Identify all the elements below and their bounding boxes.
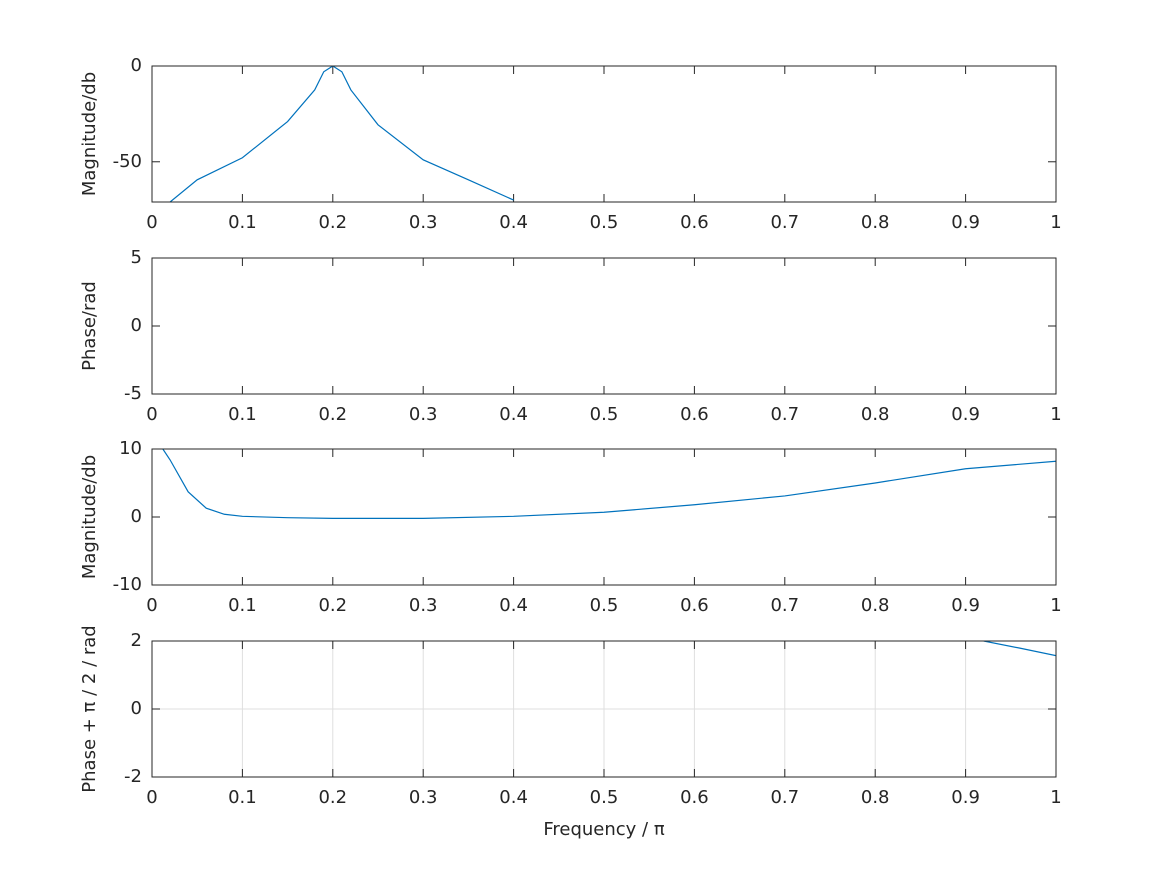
x-tick-label: 0.6 [680,595,709,616]
x-tick-label: 0.7 [770,787,799,808]
axes-frame [151,65,1057,203]
y-tick-label: 0 [131,315,142,336]
x-tick-label: 0.3 [409,595,438,616]
y-tick-label: 0 [131,55,142,76]
x-tick-label: 0.9 [951,404,980,425]
x-tick-label: 0 [146,595,157,616]
y-tick-label: -5 [124,383,142,404]
x-tick-label: 0.8 [861,787,890,808]
y-tick-label: 2 [131,630,142,651]
x-tick-label: 0.2 [318,404,347,425]
y-axis-label: Phase/rad [79,281,100,371]
x-tick-label: 0.1 [228,404,257,425]
x-tick-label: 0.4 [499,787,528,808]
axes-frame [151,257,1057,395]
x-tick-label: 1 [1050,787,1061,808]
x-tick-label: 0.9 [951,212,980,233]
x-tick-label: 0.1 [228,595,257,616]
y-tick-label: 10 [119,438,142,459]
x-tick-label: 0 [146,787,157,808]
subplot: 0 0.1 0.2 0.3 0.4 0.5 0.6 0.7 0.8 0.9 1 -50 0 Magnitu… [79,55,1062,233]
x-tick-label: 0.8 [861,404,890,425]
x-tick-label: 0.8 [861,212,890,233]
line [169,66,514,202]
x-tick-label: 0.5 [590,212,619,233]
x-tick-label: 1 [1050,404,1061,425]
y-tick-label: -2 [124,766,142,787]
y-tick-label: 0 [131,506,142,527]
x-tick-label: 0.3 [409,404,438,425]
y-tick-label: 5 [131,247,142,268]
x-tick-label: 0.2 [318,212,347,233]
subplot: 0 0.1 0.2 0.3 0.4 0.5 0.6 0.7 0.8 0.9 1-505Phase/r… [79,247,1062,425]
y-tick-label: -10 [113,574,142,595]
x-tick-label: 0.7 [770,404,799,425]
x-tick-label: 0 [146,404,157,425]
plot-area [152,258,1056,394]
x-tick-label: 0.5 [590,595,619,616]
x-tick-label: 0.3 [409,787,438,808]
x-tick-label: 0.4 [499,595,528,616]
y-axis-label: Magnitude/db [79,72,100,196]
subplot: 0 0.1 0.2 0.3 0.4 0.5 0.6 0.7 0.8 0.9 1-10010Magni… [79,438,1062,616]
x-tick-label: 0.6 [680,404,709,425]
y-axis-label: Magnitude/db [79,455,100,579]
x-tick-label: 0.8 [861,595,890,616]
line [162,449,1056,519]
x-tick-label: 0.7 [770,212,799,233]
y-tick-label: 0 [131,698,142,719]
x-tick-label: 0.2 [318,595,347,616]
x-tick-label: 0.4 [499,212,528,233]
x-tick-label: 0.3 [409,212,438,233]
x-tick-label: 0.2 [318,787,347,808]
axes-frame [151,640,1057,778]
x-tick-label: 0.6 [680,787,709,808]
x-tick-label: 1 [1050,595,1061,616]
axes-frame [151,448,1057,586]
y-tick-label: -50 [113,151,142,172]
x-axis-label: Frequency / π [543,819,664,840]
x-tick-label: 0.6 [680,212,709,233]
x-tick-label: 0 [146,212,157,233]
x-tick-label: 0.9 [951,787,980,808]
y-axis-label: Phase + π / 2 / rad [79,625,100,792]
plot-area [152,66,1056,202]
x-tick-label: 0.1 [228,787,257,808]
x-tick-label: 0.7 [770,595,799,616]
line [983,641,1056,657]
x-tick-label: 0.5 [590,787,619,808]
x-tick-label: 0.4 [499,404,528,425]
x-tick-label: 0.1 [228,212,257,233]
x-tick-label: 1 [1050,212,1061,233]
x-tick-label: 0.9 [951,595,980,616]
plot-area [152,449,1056,585]
x-tick-label: 0.5 [590,404,619,425]
